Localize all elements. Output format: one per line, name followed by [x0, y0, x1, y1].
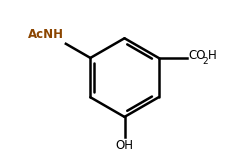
Text: CO: CO — [189, 50, 206, 63]
Text: AcNH: AcNH — [28, 28, 64, 41]
Text: H: H — [208, 50, 217, 63]
Text: OH: OH — [116, 139, 133, 152]
Text: 2: 2 — [203, 57, 208, 66]
